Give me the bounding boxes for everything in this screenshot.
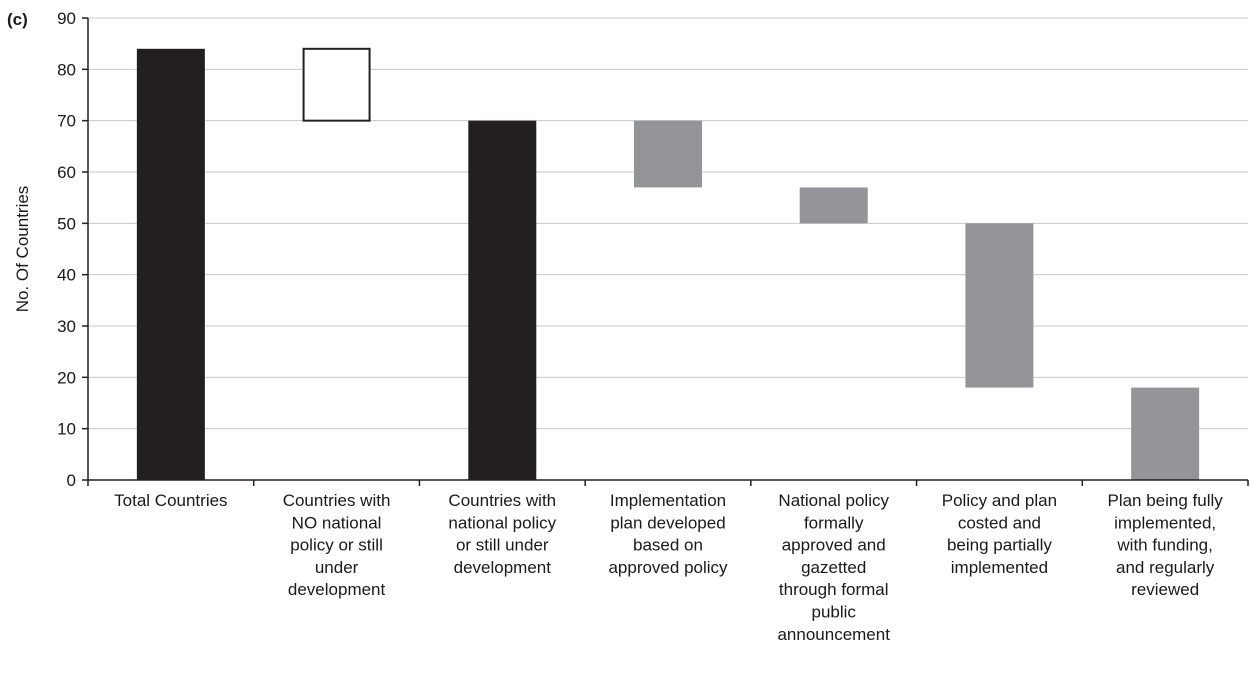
x-category-label-line: being partially [947, 536, 1052, 555]
x-category-label: Implementation plan developed based on appr… [608, 491, 728, 577]
gridlines [88, 17, 1248, 430]
bar-5 [799, 187, 868, 224]
y-tick-label: 40 [57, 266, 76, 285]
x-category-label: National policy formally approved and gazet… [777, 491, 890, 644]
y-tick-label: 70 [57, 112, 76, 131]
x-category-label-line: under [315, 558, 359, 577]
y-tick-label: 10 [57, 420, 76, 439]
x-category-label-line: and regularly [1116, 558, 1215, 577]
x-category-label-line: reviewed [1131, 580, 1199, 599]
y-tick-label: 0 [67, 471, 76, 490]
x-category-label-line: Countries with [283, 491, 391, 510]
x-category-label-line: announcement [777, 625, 890, 644]
x-category-label-line: public [812, 603, 857, 622]
x-category-label-line: formally [804, 513, 864, 532]
x-category-label-line: or still under [456, 536, 549, 555]
x-category-label-line: National policy [778, 491, 889, 510]
x-category-label-line: costed and [958, 513, 1041, 532]
panel-label: (c) [7, 10, 28, 29]
y-tick-label: 20 [57, 368, 76, 387]
x-category-label-line: Plan being fully [1107, 491, 1223, 510]
x-category-label-line: based on [633, 536, 703, 555]
x-category-label-line: development [288, 580, 386, 599]
x-category-label-line: development [454, 558, 552, 577]
x-category-label-line: NO national [292, 513, 382, 532]
bars [136, 47, 1200, 481]
x-category-label-line: Countries with [448, 491, 556, 510]
x-category-label-line: through formal [779, 580, 889, 599]
x-category-label-line: with funding, [1116, 536, 1212, 555]
y-axis-title: No. Of Countries [13, 186, 32, 313]
x-category-label-line: plan developed [610, 513, 725, 532]
bar-4 [634, 120, 702, 188]
x-category-label-line: Implementation [610, 491, 726, 510]
labels: 0 10 20 30 40 50 60 70 80 90 Total Countries Countr… [57, 9, 1223, 644]
x-category-label-line: approved policy [608, 558, 728, 577]
y-tick-label: 60 [57, 163, 76, 182]
x-category-label-line: policy or still [290, 536, 383, 555]
x-category-label-line: gazetted [801, 558, 866, 577]
bar-6 [965, 223, 1034, 388]
x-category-label-line: national policy [448, 513, 556, 532]
x-category-label: Plan being fully implemented, with funding… [1107, 491, 1223, 599]
x-category-label-line: Policy and plan [942, 491, 1057, 510]
x-category-label: Countries with NO national policy or still… [283, 491, 391, 599]
x-category-label-line: implemented [951, 558, 1048, 577]
bar-3 [468, 120, 537, 481]
y-tick-label: 30 [57, 317, 76, 336]
x-category-label: Countries with national policy or still un… [448, 491, 556, 577]
bar-1 [136, 48, 205, 481]
y-tick-label: 80 [57, 60, 76, 79]
y-tick-label: 50 [57, 214, 76, 233]
x-category-label: Total Countries [114, 491, 227, 510]
axes [82, 17, 1249, 486]
bar-2 [302, 47, 371, 122]
x-category-label-line: Total Countries [114, 491, 227, 510]
x-category-label-line: approved and [782, 536, 886, 555]
bar-7 [1131, 387, 1200, 480]
x-category-label-line: implemented, [1114, 513, 1216, 532]
x-category-label: Policy and plan costed and being partially… [942, 491, 1057, 577]
y-tick-label: 90 [57, 9, 76, 28]
